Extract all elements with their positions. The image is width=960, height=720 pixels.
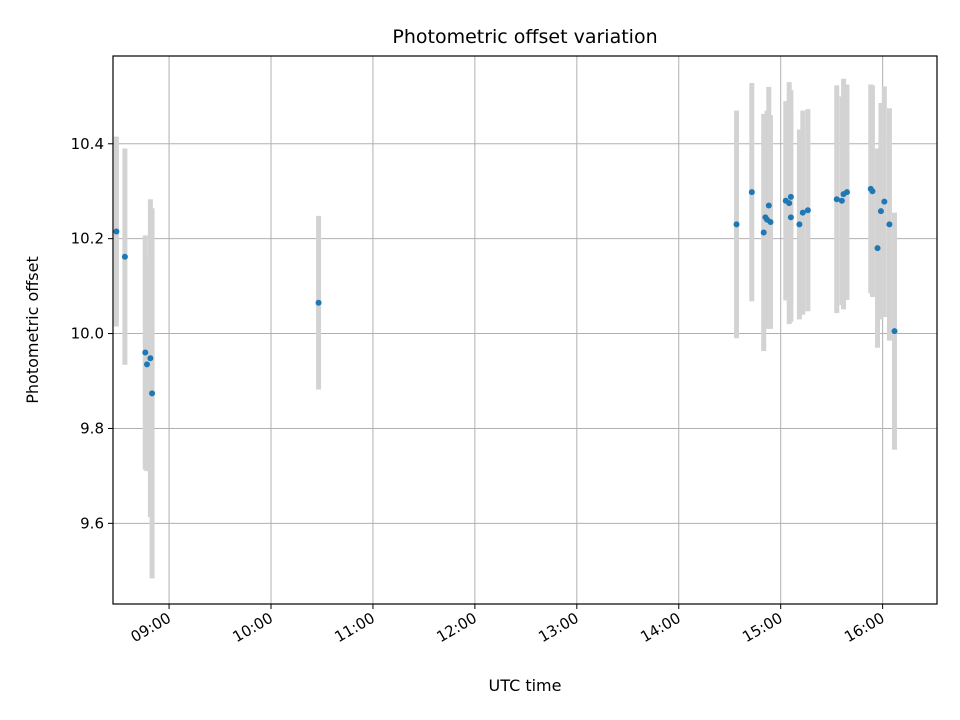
- plot-area-frame: [112, 55, 938, 605]
- chart-title: Photometric offset variation: [392, 26, 657, 48]
- data-point: [765, 202, 772, 209]
- data-point: [315, 299, 322, 306]
- data-point: [891, 328, 898, 335]
- data-point: [843, 189, 850, 196]
- data-point: [147, 355, 154, 362]
- data-point: [804, 207, 811, 214]
- data-point: [787, 214, 794, 221]
- data-point: [833, 196, 840, 203]
- data-point: [142, 349, 149, 356]
- data-point: [874, 245, 881, 252]
- y-tick-label: 10.2: [71, 230, 104, 248]
- x-tick-label: 11:00: [332, 609, 378, 646]
- error-bars: [113, 78, 898, 579]
- x-tick-label: 14:00: [637, 609, 683, 646]
- data-point: [143, 361, 150, 368]
- data-points: [113, 185, 898, 397]
- y-tick-label: 10.0: [71, 325, 104, 343]
- data-point: [799, 209, 806, 216]
- data-point: [121, 253, 128, 260]
- data-point: [881, 198, 888, 205]
- data-point: [748, 189, 755, 196]
- data-point: [149, 390, 156, 397]
- data-point: [786, 200, 793, 207]
- x-tick-label: 10:00: [230, 609, 276, 646]
- data-point: [787, 193, 794, 200]
- data-point: [877, 208, 884, 215]
- x-tick-label: 13:00: [535, 609, 581, 646]
- x-axis-label: UTC time: [489, 676, 562, 695]
- data-point: [869, 188, 876, 195]
- x-tick-label: 15:00: [739, 609, 785, 646]
- data-point: [886, 221, 893, 228]
- data-point: [767, 219, 774, 226]
- data-point: [838, 197, 845, 204]
- data-point: [733, 221, 740, 228]
- y-tick-label: 9.6: [80, 514, 104, 532]
- data-point: [760, 229, 767, 236]
- data-point: [113, 228, 120, 235]
- x-tick-label: 09:00: [128, 609, 174, 646]
- y-axis-label: Photometric offset: [23, 256, 42, 404]
- x-tick-label: 12:00: [433, 609, 479, 646]
- y-tick-label: 10.4: [71, 135, 104, 153]
- x-tick-label: 16:00: [841, 609, 887, 646]
- grid-lines: [113, 56, 937, 604]
- y-tick-label: 9.8: [80, 419, 104, 437]
- data-point: [796, 221, 803, 228]
